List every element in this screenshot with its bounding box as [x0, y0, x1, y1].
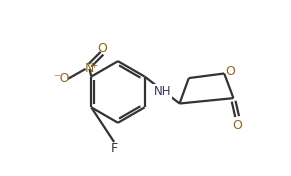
Text: O: O — [226, 65, 235, 78]
Text: N: N — [85, 62, 94, 75]
Text: +: + — [90, 61, 97, 70]
Text: O: O — [97, 42, 107, 55]
Text: F: F — [111, 142, 118, 155]
Text: NH: NH — [154, 85, 172, 98]
Text: O: O — [233, 119, 242, 132]
Text: ⁻O: ⁻O — [54, 72, 70, 85]
